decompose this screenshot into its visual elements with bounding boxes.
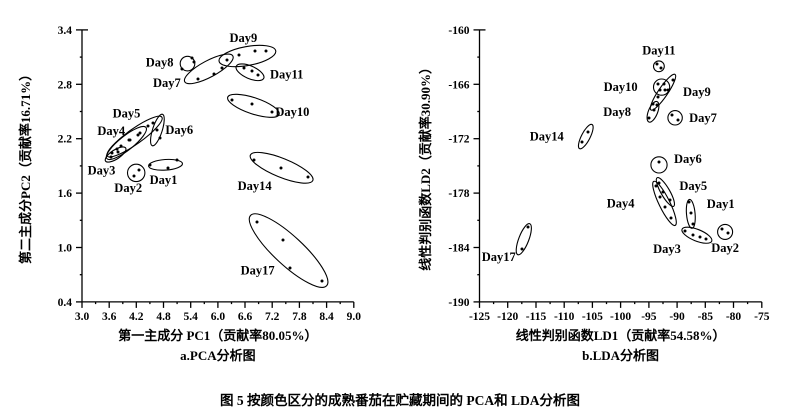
svg-text:Day14: Day14 <box>238 179 273 193</box>
svg-text:线性判别函数LD1（贡献率54.58%）: 线性判别函数LD1（贡献率54.58%） <box>516 328 726 343</box>
svg-text:-110: -110 <box>554 311 575 323</box>
svg-text:7.8: 7.8 <box>292 311 307 323</box>
svg-text:4.8: 4.8 <box>156 311 171 323</box>
svg-text:-178: -178 <box>448 188 469 200</box>
svg-text:2.8: 2.8 <box>58 79 73 91</box>
svg-text:-120: -120 <box>497 311 518 323</box>
svg-text:Day2: Day2 <box>711 241 739 255</box>
svg-text:9.0: 9.0 <box>347 311 362 323</box>
svg-text:第一主成分 PC1（贡献率80.05%）: 第一主成分 PC1（贡献率80.05%） <box>118 328 317 343</box>
svg-text:1.0: 1.0 <box>58 243 73 255</box>
svg-text:-85: -85 <box>698 311 714 323</box>
svg-text:7.2: 7.2 <box>265 311 280 323</box>
svg-text:b.LDA分析图: b.LDA分析图 <box>582 348 659 363</box>
svg-text:-75: -75 <box>754 311 770 323</box>
svg-text:4.2: 4.2 <box>129 311 144 323</box>
svg-text:-80: -80 <box>726 311 742 323</box>
svg-text:Day14: Day14 <box>530 130 565 144</box>
svg-text:-190: -190 <box>448 297 469 309</box>
svg-text:6.6: 6.6 <box>238 311 253 323</box>
svg-text:Day7: Day7 <box>153 76 181 90</box>
svg-text:Day5: Day5 <box>679 179 707 193</box>
svg-text:2.2: 2.2 <box>58 134 73 146</box>
svg-text:Day3: Day3 <box>653 242 681 256</box>
svg-text:3.6: 3.6 <box>102 311 117 323</box>
svg-text:Day3: Day3 <box>88 164 116 178</box>
svg-text:Day6: Day6 <box>165 123 193 137</box>
svg-text:-95: -95 <box>641 311 657 323</box>
svg-text:6.0: 6.0 <box>211 311 226 323</box>
svg-text:Day6: Day6 <box>674 152 702 166</box>
svg-text:Day8: Day8 <box>146 56 174 70</box>
svg-text:Day1: Day1 <box>150 173 178 187</box>
svg-text:-184: -184 <box>448 243 469 255</box>
svg-text:1.6: 1.6 <box>58 188 73 200</box>
svg-text:Day11: Day11 <box>270 67 303 81</box>
svg-text:Day10: Day10 <box>275 105 309 119</box>
svg-text:Day9: Day9 <box>230 31 258 45</box>
svg-text:-115: -115 <box>526 311 547 323</box>
svg-text:Day17: Day17 <box>482 250 516 264</box>
svg-text:线性判别函数LD2（贡献率30.90%）: 线性判别函数LD2（贡献率30.90%） <box>418 61 433 271</box>
svg-text:图 5 按颜色区分的成熟番茄在贮藏期间的 PCA和 LD: 图 5 按颜色区分的成熟番茄在贮藏期间的 PCA和 LDA分析图 <box>220 392 580 408</box>
svg-text:Day4: Day4 <box>97 124 126 138</box>
svg-text:Day10: Day10 <box>604 80 638 94</box>
svg-text:Day5: Day5 <box>113 107 141 121</box>
svg-text:Day2: Day2 <box>114 181 142 195</box>
svg-text:-100: -100 <box>610 311 631 323</box>
svg-text:-160: -160 <box>448 25 469 37</box>
svg-text:Day4: Day4 <box>607 196 636 210</box>
svg-text:3.4: 3.4 <box>58 25 73 37</box>
svg-text:-166: -166 <box>448 79 469 91</box>
svg-text:Day17: Day17 <box>241 264 275 278</box>
svg-text:第二主成分PC2（贡献率16.71%）: 第二主成分PC2（贡献率16.71%） <box>18 68 33 264</box>
svg-text:Day11: Day11 <box>642 43 675 57</box>
svg-text:5.4: 5.4 <box>184 311 199 323</box>
svg-text:8.4: 8.4 <box>319 311 334 323</box>
svg-text:-105: -105 <box>582 311 603 323</box>
svg-text:0.4: 0.4 <box>58 297 73 309</box>
svg-text:-125: -125 <box>469 311 490 323</box>
svg-text:a.PCA分析图: a.PCA分析图 <box>180 348 255 363</box>
svg-text:-172: -172 <box>448 134 469 146</box>
svg-text:Day9: Day9 <box>683 85 711 99</box>
svg-text:Day7: Day7 <box>689 111 717 125</box>
svg-text:Day8: Day8 <box>603 105 631 119</box>
svg-text:-90: -90 <box>669 311 685 323</box>
svg-text:Day1: Day1 <box>707 197 735 211</box>
svg-text:3.0: 3.0 <box>75 311 90 323</box>
